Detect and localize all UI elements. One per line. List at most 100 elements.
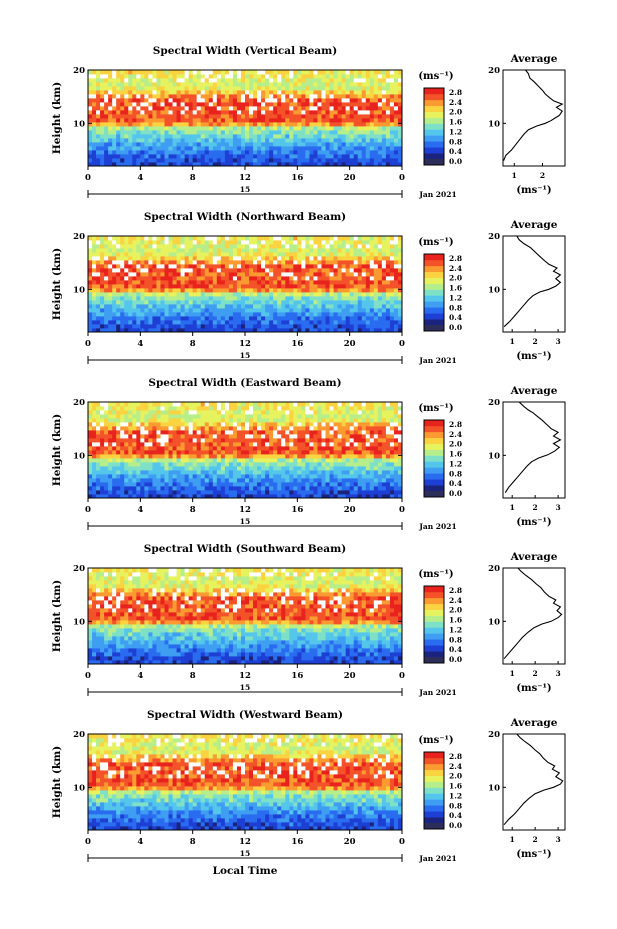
heatmap-cell <box>224 90 230 95</box>
heatmap-cell <box>184 304 190 309</box>
heatmap-cell <box>224 474 230 479</box>
heatmap-cell <box>369 248 375 253</box>
heatmap-cell <box>353 450 359 455</box>
heatmap-cell <box>257 446 262 451</box>
heatmap-cell <box>160 292 165 297</box>
heatmap-cell <box>200 78 206 83</box>
heatmap-cell <box>257 450 262 455</box>
heatmap-cell <box>236 300 242 305</box>
heatmap-cell <box>232 288 238 293</box>
heatmap-cell <box>257 300 262 305</box>
heatmap-cell <box>305 466 310 471</box>
heatmap-cell <box>200 296 206 301</box>
heatmap-cell <box>132 86 137 91</box>
heatmap-cell <box>104 110 109 115</box>
heatmap-cell <box>208 74 214 79</box>
heatmap-cell <box>160 272 165 277</box>
heatmap-cell <box>381 490 387 495</box>
heatmap-cell <box>257 240 262 245</box>
heatmap-cell <box>216 300 222 305</box>
heatmap-cell <box>136 256 141 261</box>
heatmap-cell <box>120 74 125 79</box>
heatmap-cell <box>200 442 206 447</box>
heatmap-cell <box>341 494 347 499</box>
heatmap-cell <box>132 260 137 265</box>
heatmap-cell <box>273 142 278 147</box>
heatmap-cell <box>265 134 270 139</box>
heatmap-cell <box>345 446 351 451</box>
heatmap-cell <box>164 446 169 451</box>
heatmap-cell <box>168 114 173 119</box>
heatmap-cell <box>337 70 343 75</box>
heatmap-cell <box>289 162 294 167</box>
heatmap-cell <box>88 94 93 99</box>
heatmap-cell <box>277 312 282 317</box>
heatmap-cell <box>152 486 157 491</box>
heatmap-cell <box>313 106 318 111</box>
heatmap-cell <box>341 272 347 277</box>
heatmap-cell <box>361 122 367 127</box>
heatmap-cell <box>353 324 359 329</box>
heatmap-cell <box>321 482 326 487</box>
heatmap-cell <box>361 268 367 273</box>
heatmap-cell <box>393 486 399 491</box>
heatmap-cell <box>349 312 355 317</box>
heatmap-cell <box>88 252 93 257</box>
heatmap-cell <box>289 324 294 329</box>
heatmap-cell <box>261 130 266 135</box>
heatmap-cell <box>128 138 133 143</box>
heatmap-cell <box>220 158 226 163</box>
heatmap-cell <box>172 458 177 463</box>
heatmap-cell <box>112 134 117 139</box>
heatmap-cell <box>369 272 375 277</box>
heatmap-cell <box>369 162 375 167</box>
heatmap-cell <box>124 490 129 495</box>
heatmap-cell <box>285 158 290 163</box>
heatmap-cell <box>204 486 210 491</box>
heatmap-cell <box>337 324 343 329</box>
heatmap-cell <box>216 248 222 253</box>
heatmap-cell <box>249 316 254 321</box>
heatmap-cell <box>357 280 363 285</box>
heatmap-cell <box>301 236 306 241</box>
heatmap-cell <box>108 94 113 99</box>
heatmap-cell <box>196 126 202 131</box>
heatmap-cell <box>228 86 234 91</box>
heatmap-cell <box>253 126 258 131</box>
heatmap-cell <box>285 78 290 83</box>
heatmap-cell <box>100 454 105 459</box>
heatmap-cell <box>257 288 262 293</box>
heatmap-cell <box>236 78 242 83</box>
heatmap-cell <box>317 276 322 281</box>
heatmap-cell <box>196 90 202 95</box>
heatmap-cell <box>136 328 141 333</box>
heatmap-cell <box>361 272 367 277</box>
heatmap-cell <box>337 150 343 155</box>
heatmap-cell <box>281 470 286 475</box>
heatmap-cell <box>377 86 383 91</box>
heatmap-cell <box>124 138 129 143</box>
heatmap-cell <box>200 70 206 75</box>
heatmap-cell <box>152 320 157 325</box>
heatmap-cell <box>112 146 117 151</box>
heatmap-cell <box>293 138 298 143</box>
heatmap-cell <box>156 90 161 95</box>
heatmap-cell <box>361 138 367 143</box>
heatmap-cell <box>172 122 177 127</box>
heatmap-cell <box>349 458 355 463</box>
heatmap-cell <box>140 114 145 119</box>
heatmap-cell <box>329 74 334 79</box>
heatmap-cell <box>369 304 375 309</box>
heatmap-cell <box>393 490 399 495</box>
heatmap-cell <box>192 284 198 289</box>
heatmap-cell <box>104 244 109 249</box>
heatmap-cell <box>373 86 379 91</box>
heatmap-cell <box>96 320 101 325</box>
heatmap-cell <box>253 260 258 265</box>
heatmap-cell <box>132 102 137 107</box>
heatmap-cell <box>313 462 318 467</box>
heatmap-cell <box>325 110 330 115</box>
heatmap-cell <box>168 300 173 305</box>
heatmap-cell <box>245 446 250 451</box>
heatmap-cell <box>208 130 214 135</box>
